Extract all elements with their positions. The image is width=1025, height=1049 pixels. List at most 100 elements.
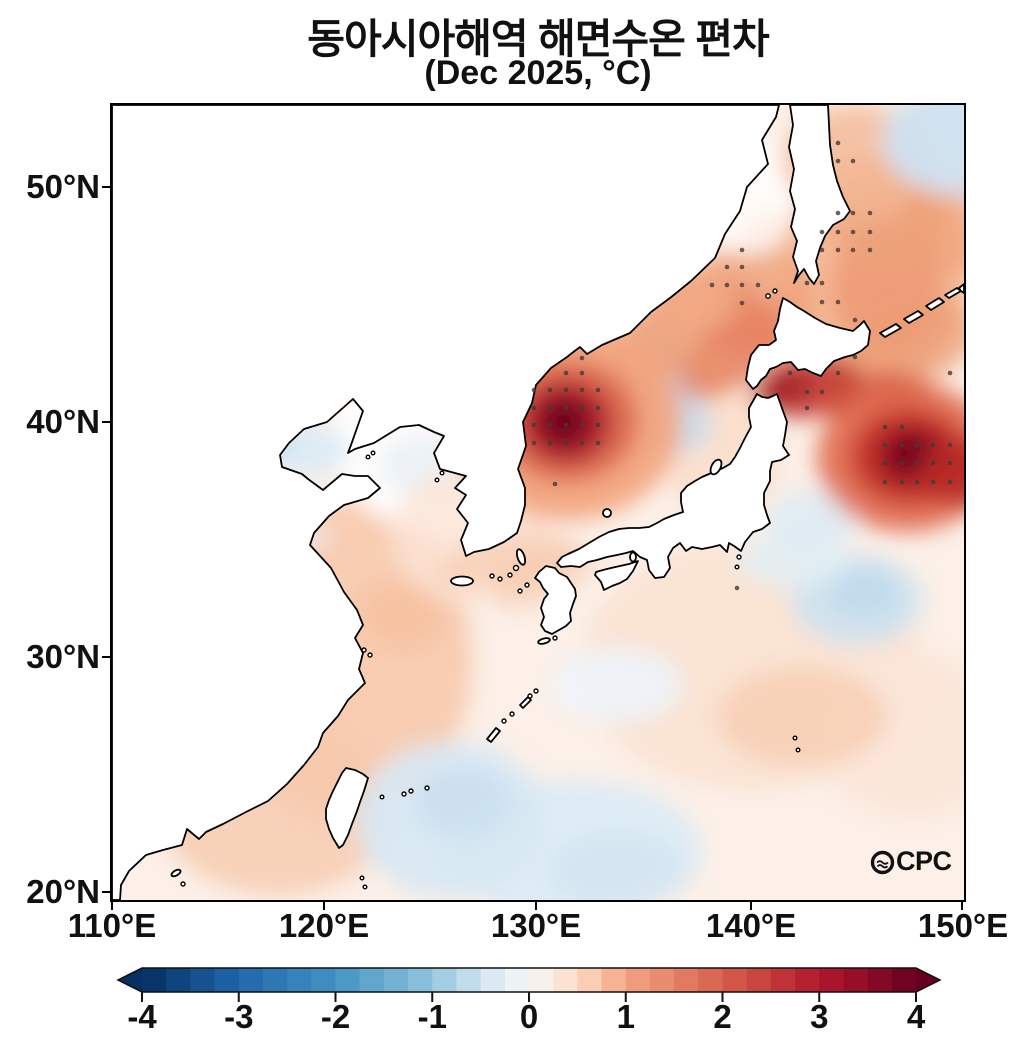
stipple-dot (852, 354, 858, 360)
colorbar-tick-label: 2 (713, 998, 731, 1035)
stipple-dot (595, 440, 601, 446)
stipple-dot (709, 282, 715, 288)
honshu-coast (556, 393, 790, 579)
colorbar-svg: -4 -3 -2 -1 0 1 2 3 4 (116, 967, 942, 1035)
stipple-dot (930, 460, 936, 466)
stipple-dot (579, 422, 585, 428)
stipple-dot (547, 405, 553, 411)
y-tick-20n (102, 891, 111, 893)
colorbar-segment (601, 968, 627, 992)
colorbar-over-arrow (916, 968, 940, 992)
sst-anomaly-map (112, 105, 964, 900)
awaji-island (629, 551, 637, 563)
stipple-dot (899, 479, 905, 485)
page-title: 동아시아해역 해면수온 편차 (307, 16, 769, 62)
stipple-dot (867, 210, 873, 216)
stipple-dot (835, 229, 841, 235)
stipple-dot (819, 280, 825, 286)
colorbar-segments (142, 968, 917, 992)
colorbar-tick-label: 4 (907, 998, 926, 1035)
stipple-dot (819, 389, 825, 395)
stipple-dot (579, 405, 585, 411)
colorbar-segment (746, 968, 772, 992)
anomaly-blob (756, 370, 812, 404)
y-tick-30n (102, 656, 111, 658)
anomaly-blob (416, 767, 512, 839)
colorbar-tick-label: 0 (520, 998, 538, 1035)
y-tick-label-30n: 30°N (26, 638, 100, 675)
stipple-dot (734, 585, 740, 591)
x-tick-130e (535, 901, 537, 910)
colorbar-segment (649, 968, 675, 992)
stipple-dot (563, 405, 569, 411)
anomaly-blob (882, 105, 964, 195)
anomaly-blob (829, 567, 899, 617)
stipple-dot (819, 247, 825, 253)
stipple-dot (882, 479, 888, 485)
stipple-dot (914, 460, 920, 466)
sado-island (709, 458, 723, 476)
colorbar: -4 -3 -2 -1 0 1 2 3 4 (105, 962, 955, 1047)
stipple-dot (819, 299, 825, 305)
tsushima-island (515, 548, 527, 566)
stipple-dot (914, 479, 920, 485)
stipple-dot (882, 442, 888, 448)
stipple-dot (850, 210, 856, 216)
stipple-dot (547, 440, 553, 446)
colorbar-segment (577, 968, 603, 992)
stipple-dot (835, 158, 841, 164)
taiwan-coast (325, 767, 369, 849)
stipple-dot (552, 481, 558, 487)
colorbar-segment (529, 968, 554, 992)
stipple-dot (850, 229, 856, 235)
page-subtitle: (Dec 2025, °C) (424, 54, 652, 92)
shikoku-coast (594, 560, 639, 591)
colorbar-segment (480, 968, 506, 992)
mainland-asia-coast (112, 105, 780, 900)
small-islands (170, 458, 723, 878)
colorbar-segment (891, 968, 917, 992)
stipple-dot (595, 422, 601, 428)
stipple-dot (739, 264, 745, 270)
stipple-dot (835, 210, 841, 216)
y-tick-40n (102, 421, 111, 423)
stipple-dot (852, 317, 858, 323)
stipple-dot (882, 460, 888, 466)
x-tick-label-120e: 120°E (278, 907, 370, 944)
stipple-dot (835, 299, 841, 305)
colorbar-segment (142, 968, 167, 992)
x-tick-140e (750, 901, 752, 910)
logo-text: CPC (896, 846, 952, 876)
y-tick-label-40n: 40°N (26, 403, 100, 440)
stipple-dot (819, 229, 825, 235)
stipple-dot (739, 282, 745, 288)
colorbar-tick-label: 3 (810, 998, 828, 1035)
anomaly-blob (767, 490, 857, 550)
wave-circle-o-icon (870, 850, 895, 875)
stipple-dot (595, 387, 601, 393)
islet-dots (180, 288, 801, 890)
sakhalin-coast (788, 105, 851, 285)
stipple-dot (579, 440, 585, 446)
stipple-dot (899, 460, 905, 466)
stipple-dot (899, 442, 905, 448)
anomaly-blob (552, 647, 682, 723)
colorbar-tick-label: -3 (224, 998, 253, 1035)
x-tick-label-140e: 140°E (705, 907, 797, 944)
x-tick-label-150e: 150°E (917, 907, 1009, 944)
stipple-dot (739, 247, 745, 253)
stipple-dot (739, 300, 745, 306)
kuril-islands (879, 283, 964, 338)
colorbar-segment (262, 968, 288, 992)
anomaly-blob (717, 667, 887, 767)
stipple-dot (804, 405, 810, 411)
colorbar-segment (456, 968, 482, 992)
colorbar-segment (770, 968, 796, 992)
y-tick-label-20n: 20°N (26, 873, 100, 910)
stipple-dot (947, 479, 953, 485)
osumi-islands (537, 637, 551, 645)
stipple-dot (867, 229, 873, 235)
oki-island (602, 508, 612, 518)
colorbar-segment (504, 968, 530, 992)
